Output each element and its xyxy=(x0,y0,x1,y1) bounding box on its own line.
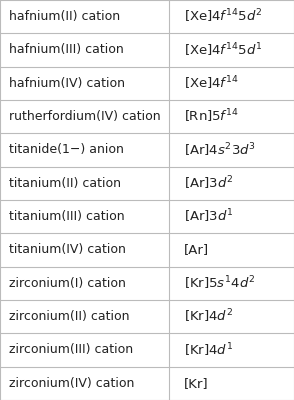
Bar xyxy=(169,233,294,267)
Bar xyxy=(169,267,294,300)
Text: zirconium(IV) cation: zirconium(IV) cation xyxy=(9,377,134,390)
Bar xyxy=(0,133,169,167)
Bar xyxy=(0,67,169,100)
Bar xyxy=(0,300,169,333)
Text: [Ar]3$d^{2}$: [Ar]3$d^{2}$ xyxy=(184,174,233,192)
Bar xyxy=(169,300,294,333)
Bar xyxy=(169,367,294,400)
Text: hafnium(II) cation: hafnium(II) cation xyxy=(9,10,120,23)
Bar xyxy=(169,33,294,67)
Bar xyxy=(0,267,169,300)
Text: titanium(III) cation: titanium(III) cation xyxy=(9,210,124,223)
Bar xyxy=(0,100,169,133)
Bar xyxy=(0,367,169,400)
Bar xyxy=(169,200,294,233)
Text: [Ar]3$d^{1}$: [Ar]3$d^{1}$ xyxy=(184,208,233,226)
Text: hafnium(IV) cation: hafnium(IV) cation xyxy=(9,77,125,90)
Text: hafnium(III) cation: hafnium(III) cation xyxy=(9,44,123,56)
Bar xyxy=(169,100,294,133)
Bar xyxy=(169,333,294,367)
Text: [Kr]4$d^{1}$: [Kr]4$d^{1}$ xyxy=(184,341,233,359)
Text: [Xe]4$f^{14}$5$d^{2}$: [Xe]4$f^{14}$5$d^{2}$ xyxy=(184,8,262,26)
Text: [Kr]: [Kr] xyxy=(184,377,208,390)
Bar xyxy=(169,0,294,33)
Bar xyxy=(169,167,294,200)
Text: zirconium(III) cation: zirconium(III) cation xyxy=(9,344,133,356)
Bar xyxy=(0,0,169,33)
Bar xyxy=(0,167,169,200)
Bar xyxy=(0,333,169,367)
Text: zirconium(I) cation: zirconium(I) cation xyxy=(9,277,126,290)
Text: [Ar]: [Ar] xyxy=(184,244,209,256)
Text: [Xe]4$f^{14}$5$d^{1}$: [Xe]4$f^{14}$5$d^{1}$ xyxy=(184,41,262,59)
Text: titanium(IV) cation: titanium(IV) cation xyxy=(9,244,126,256)
Text: rutherfordium(IV) cation: rutherfordium(IV) cation xyxy=(9,110,161,123)
Text: titanium(II) cation: titanium(II) cation xyxy=(9,177,121,190)
Bar xyxy=(0,33,169,67)
Text: zirconium(II) cation: zirconium(II) cation xyxy=(9,310,129,323)
Text: titanide(1−) anion: titanide(1−) anion xyxy=(9,144,124,156)
Bar xyxy=(169,67,294,100)
Text: [Kr]5$s^{1}$4$d^{2}$: [Kr]5$s^{1}$4$d^{2}$ xyxy=(184,274,255,292)
Bar xyxy=(0,200,169,233)
Text: [Xe]4$f^{14}$: [Xe]4$f^{14}$ xyxy=(184,74,239,92)
Text: [Ar]4$s^{2}$3$d^{3}$: [Ar]4$s^{2}$3$d^{3}$ xyxy=(184,141,256,159)
Bar xyxy=(0,233,169,267)
Text: [Kr]4$d^{2}$: [Kr]4$d^{2}$ xyxy=(184,308,233,326)
Bar xyxy=(169,133,294,167)
Text: [Rn]5$f^{14}$: [Rn]5$f^{14}$ xyxy=(184,108,239,126)
